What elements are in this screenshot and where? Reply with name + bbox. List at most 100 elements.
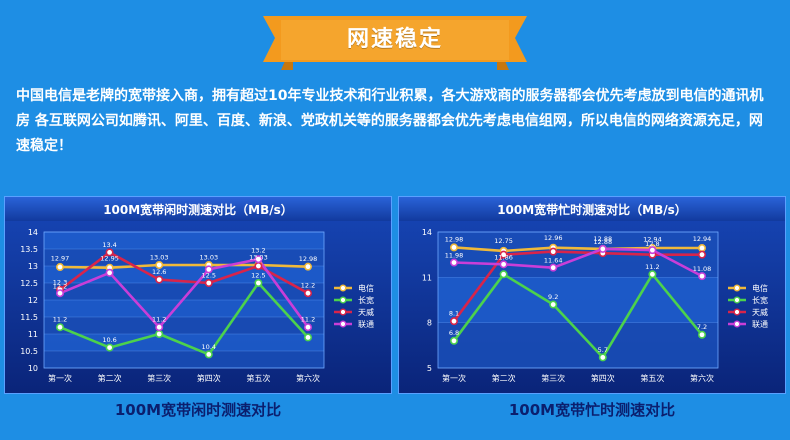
- data-point: [155, 275, 164, 284]
- data-point: [697, 244, 706, 253]
- data-point: [105, 248, 114, 257]
- x-tick-label: 第三次: [541, 373, 565, 383]
- data-point: [303, 289, 312, 298]
- y-tick-label: 10.5: [20, 347, 38, 356]
- data-label: 11.08: [693, 265, 712, 273]
- data-label: 11.64: [544, 257, 563, 265]
- data-point: [254, 279, 263, 288]
- x-tick-label: 第四次: [591, 373, 615, 383]
- legend-swatch-marker: [339, 296, 347, 304]
- legend-swatch-marker: [733, 284, 741, 292]
- y-tick-label: 11.5: [20, 313, 38, 322]
- data-point: [648, 270, 657, 279]
- data-point: [155, 260, 164, 269]
- data-label: 8.1: [449, 310, 459, 318]
- data-label: 13.03: [249, 254, 268, 262]
- plot-band: [44, 317, 324, 334]
- data-point: [155, 330, 164, 339]
- y-tick-label: 8: [427, 319, 432, 328]
- x-tick-label: 第一次: [442, 373, 466, 383]
- data-point: [105, 343, 114, 352]
- data-label: 5.7: [598, 346, 608, 354]
- data-point: [697, 250, 706, 259]
- data-label: 12.75: [494, 237, 513, 245]
- legend-swatch-marker: [339, 308, 347, 316]
- x-tick-label: 第四次: [197, 373, 221, 383]
- data-point: [55, 323, 64, 332]
- series-line-1: [452, 273, 704, 359]
- data-point: [697, 330, 706, 339]
- caption-busy: 100M宽带忙时测速对比: [508, 401, 676, 419]
- data-point: [449, 336, 458, 345]
- data-point: [697, 272, 706, 281]
- data-label: 12.5: [251, 272, 265, 280]
- chart-title: 100M宽带闲时测速对比（MB/s）: [103, 202, 293, 217]
- data-label: 11.86: [494, 254, 513, 262]
- banner-title: 网速稳定: [346, 27, 443, 52]
- x-tick-label: 第六次: [690, 373, 714, 383]
- data-point: [598, 353, 607, 362]
- data-label: 11.98: [445, 251, 464, 259]
- data-point: [499, 250, 508, 259]
- data-point: [549, 247, 558, 256]
- data-label: 12.98: [299, 255, 318, 263]
- data-point: [55, 289, 64, 298]
- data-point: [648, 246, 657, 255]
- data-label: 10.4: [202, 343, 216, 351]
- data-point: [598, 244, 607, 253]
- data-label: 12.2: [301, 282, 315, 290]
- chart-header: [5, 197, 391, 221]
- data-label: 13.2: [251, 247, 265, 255]
- data-point: [155, 323, 164, 332]
- banner: 网速稳定: [263, 12, 527, 74]
- data-label: 13.03: [199, 254, 218, 262]
- chart-panel-idle: 100M宽带闲时测速对比（MB/s） 10 10.5 11 11.5 12 12.5 13 13…: [4, 196, 392, 394]
- data-point: [55, 263, 64, 272]
- data-point: [549, 263, 558, 272]
- y-tick-label: 13.5: [20, 245, 38, 254]
- chart-panel-busy: 100M宽带忙时测速对比（MB/s） 5 8 11 14 第一次 第二次 第三次 第四次 第五次 第…: [398, 196, 786, 394]
- legend-label: 电信: [752, 283, 768, 293]
- plot-band: [44, 351, 324, 368]
- series-line-3: [59, 257, 310, 329]
- y-tick-label: 14: [422, 228, 432, 237]
- series-line-1: [59, 281, 309, 356]
- y-tick-label: 12: [28, 296, 38, 305]
- chart-title: 100M宽带忙时测速对比（MB/s）: [497, 202, 687, 217]
- x-tick-label: 第五次: [246, 373, 270, 383]
- legend-swatch-marker: [339, 320, 347, 328]
- plot-band: [44, 232, 324, 249]
- data-label: 12.98: [445, 236, 464, 244]
- plot-band: [44, 249, 324, 266]
- legend-label: 天威: [752, 307, 768, 317]
- legend-label: 长宽: [752, 295, 768, 305]
- plot-band: [44, 300, 324, 317]
- data-label: 12.6: [152, 268, 166, 276]
- data-point: [499, 260, 508, 269]
- data-point: [303, 333, 312, 342]
- data-label: 13.03: [150, 254, 169, 262]
- legend-label: 联通: [752, 319, 768, 329]
- legend-label: 天威: [358, 307, 374, 317]
- x-tick-label: 第五次: [640, 373, 664, 383]
- plot-band: [438, 277, 718, 323]
- data-point: [449, 317, 458, 326]
- banner-ribbon: [263, 16, 527, 70]
- legend-label: 电信: [358, 283, 374, 293]
- data-label: 12.96: [544, 234, 563, 242]
- y-tick-label: 11: [28, 330, 38, 339]
- data-label: 12.94: [643, 236, 662, 244]
- y-tick-label: 11: [422, 273, 432, 282]
- x-tick-label: 第六次: [296, 373, 320, 383]
- series-line-0: [59, 263, 309, 269]
- idle-speed-chart: 100M宽带闲时测速对比（MB/s） 10 10.5 11 11.5 12 12.5 13 13…: [4, 196, 392, 394]
- data-label: 12.97: [51, 255, 70, 263]
- data-label: 11.2: [645, 263, 659, 271]
- data-point: [303, 323, 312, 332]
- data-label: 11.2: [53, 316, 67, 324]
- caption-idle: 100M宽带闲时测速对比: [114, 401, 282, 419]
- y-tick-label: 14: [28, 228, 38, 237]
- intro-paragraph: 中国电信是老牌的宽带接入商，拥有超过10年专业技术和行业积累，各大游戏商的服务器…: [16, 88, 764, 154]
- data-label: 12.95: [100, 255, 119, 263]
- data-label: 12.94: [693, 235, 712, 243]
